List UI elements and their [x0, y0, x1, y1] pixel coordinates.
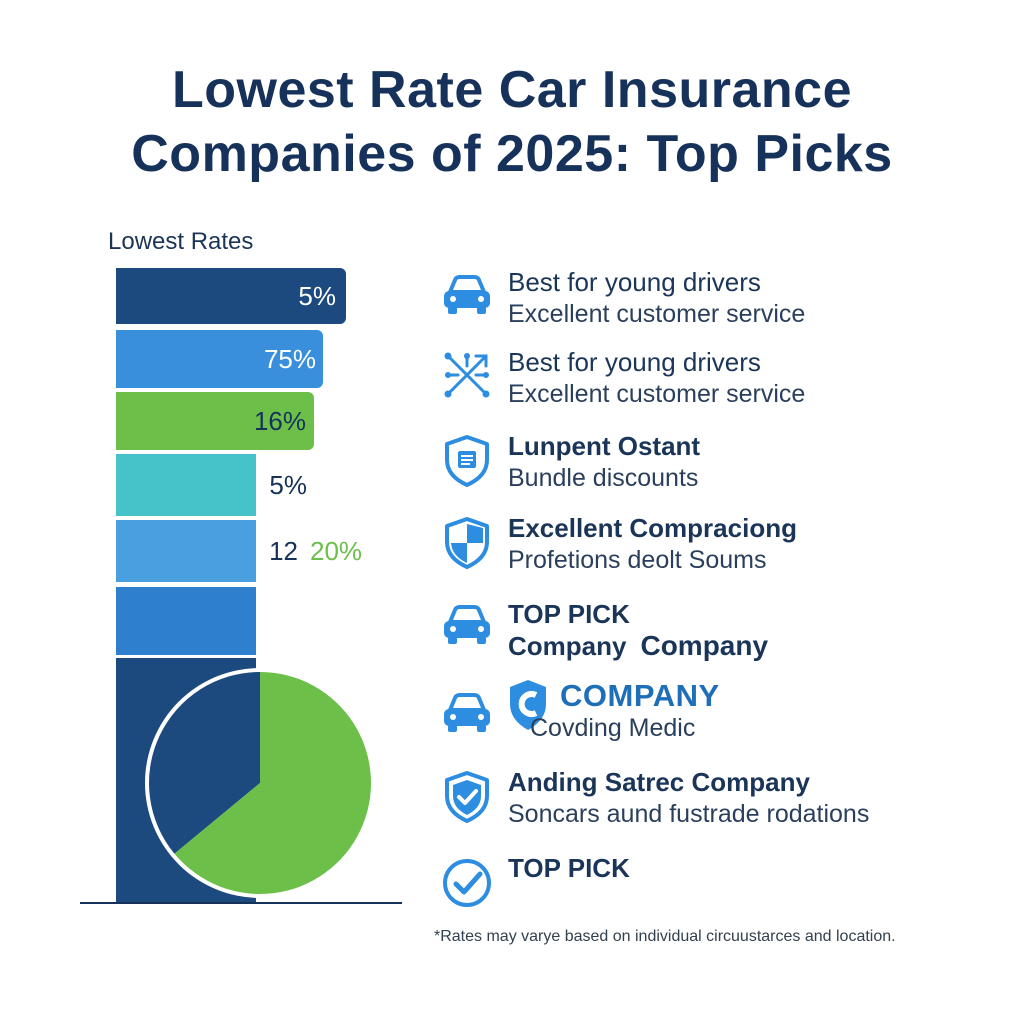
- check-circle-icon: [443, 859, 491, 907]
- bar-2: [116, 330, 323, 388]
- feature-6-title: COMPANY: [560, 678, 720, 713]
- bar-3: [116, 392, 314, 450]
- car-icon: [444, 275, 490, 314]
- chart-title: Lowest Rates: [108, 228, 254, 255]
- feature-5-company-b: Company: [640, 630, 769, 661]
- feature-4-title: Excellent Compraciong: [508, 513, 797, 543]
- feature-3-subtitle: Bundle discounts: [508, 464, 699, 492]
- bar-5: [116, 520, 256, 582]
- page-title: Lowest Rate Car Insurance Companies of 2…: [0, 58, 1024, 186]
- feature-3-title: Lunpent Ostant: [508, 431, 701, 461]
- bar-5-edge: [116, 520, 126, 582]
- bar-2-label: 75%: [264, 344, 316, 374]
- feature-8-title: TOP PICK: [508, 853, 630, 883]
- c-shield-logo-icon: [510, 680, 546, 730]
- feature-7-subtitle: Soncars aund fustrade rodations: [508, 800, 870, 828]
- bar-3-edge: [116, 392, 126, 450]
- shield-document-icon: [445, 435, 489, 487]
- feature-5-subtitle: Company Company: [508, 630, 768, 662]
- bar-6: [116, 587, 256, 655]
- bar-1-edge: [116, 268, 126, 324]
- car-icon: [444, 693, 490, 732]
- title-line-1: Lowest Rate Car Insurance: [171, 61, 853, 119]
- footnote: *Rates may varye based on individual cir…: [434, 928, 896, 945]
- bar-1-label: 5%: [298, 281, 336, 311]
- shield-icon: [445, 517, 489, 569]
- bar-5-label: 12: [269, 536, 298, 566]
- feature-1-title: Best for young drivers: [508, 267, 761, 297]
- feature-2-subtitle: Excellent customer service: [508, 380, 806, 408]
- feature-6-subtitle: Covding Medic: [530, 714, 696, 742]
- pie-slice-navy: [149, 672, 260, 854]
- feature-7-title: Anding Satrec Company: [508, 767, 810, 797]
- bar-6-edge: [116, 587, 126, 655]
- bar-3-label: 16%: [254, 406, 306, 436]
- feature-5-title: TOP PICK: [508, 599, 630, 629]
- feature-5-company-a: Company: [508, 631, 627, 661]
- feature-1-subtitle: Excellent customer service: [508, 300, 806, 328]
- network-arrows-icon: [444, 352, 490, 398]
- bar-4-edge: [116, 454, 126, 516]
- shield-check-icon: [445, 771, 489, 823]
- bar-4: [116, 454, 256, 516]
- bar-1: [116, 268, 346, 324]
- feature-2-title: Best for young drivers: [508, 347, 761, 377]
- rates-chart: 5% 75% 16% 5% 12 20%: [80, 268, 402, 904]
- pie-slice-green: [174, 672, 371, 894]
- car-icon: [444, 605, 490, 644]
- bar-5-extra-label: 20%: [310, 536, 362, 566]
- title-line-2: Companies of 2025: Top Picks: [131, 125, 893, 183]
- bar-2-edge: [116, 330, 126, 388]
- feature-4-subtitle: Profetions deolt Soums: [508, 546, 767, 574]
- bar-4-label: 5%: [269, 470, 307, 500]
